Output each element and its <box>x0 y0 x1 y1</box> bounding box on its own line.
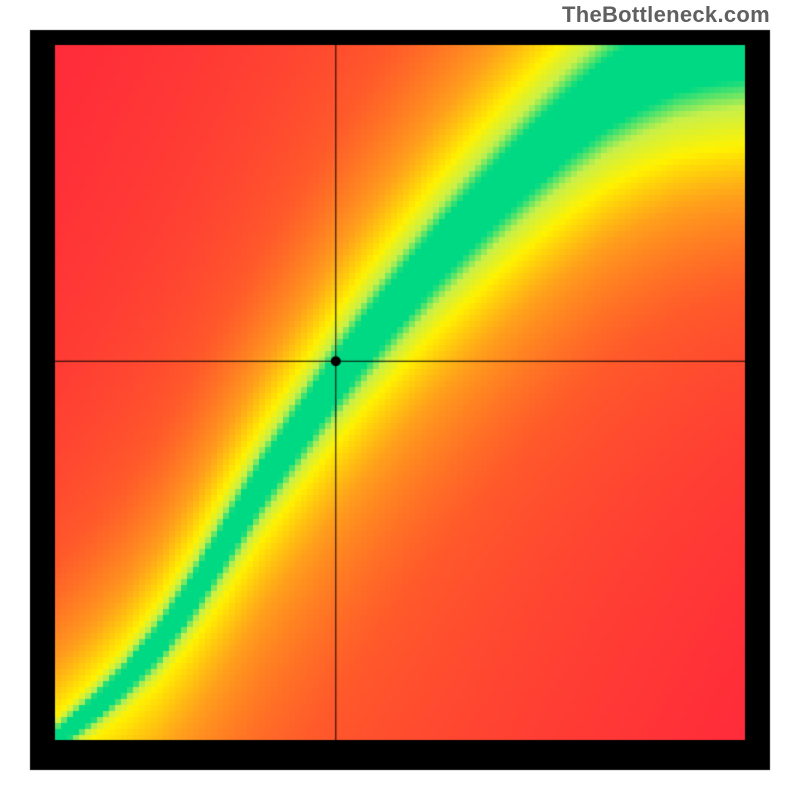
bottleneck-heatmap <box>0 0 800 800</box>
watermark-text: TheBottleneck.com <box>562 2 770 28</box>
chart-container: TheBottleneck.com <box>0 0 800 800</box>
